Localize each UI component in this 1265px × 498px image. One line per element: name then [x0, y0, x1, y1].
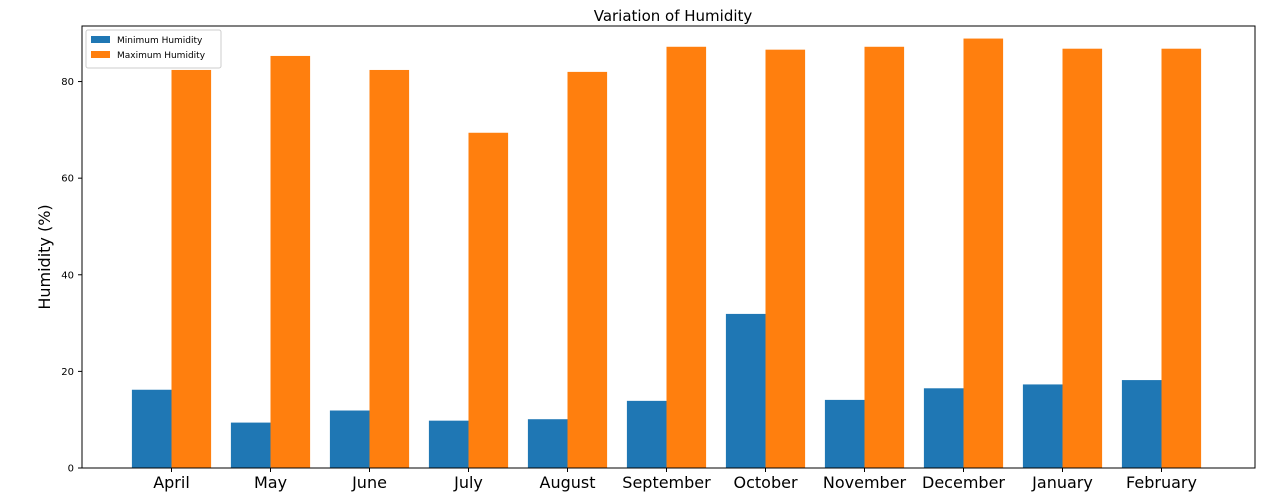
max-humidity-bar-august [567, 71, 608, 468]
legend-swatch [91, 51, 110, 58]
x-tick-label-april: April [153, 473, 190, 492]
legend-box [85, 29, 222, 69]
max-humidity-bar-february [1161, 48, 1202, 468]
max-humidity-bar-may [270, 55, 311, 468]
y-tick-label: 80 [61, 77, 74, 88]
legend-swatch [91, 36, 110, 43]
y-axis: 0 20 40 60 80 [61, 77, 82, 475]
x-tick-label-january: January [1031, 473, 1093, 492]
max-humidity-bar-july [468, 132, 509, 468]
min-humidity-bar-january [1022, 384, 1063, 468]
x-tick-label-november: November [823, 473, 907, 492]
max-humidity-bar-september [666, 46, 707, 469]
max-humidity-bar-april [171, 69, 212, 469]
min-humidity-bar-august [527, 419, 568, 468]
max-humidity-bar-june [369, 69, 410, 469]
max-humidity-bar-october [765, 49, 806, 468]
x-tick-label-february: February [1126, 473, 1197, 492]
x-tick-label-september: September [622, 473, 711, 492]
bars-layer [131, 38, 1202, 469]
min-humidity-bar-june [329, 410, 370, 468]
plot-frame [81, 25, 1256, 469]
min-humidity-bar-february [1121, 380, 1162, 468]
min-humidity-bar-april [131, 389, 172, 468]
max-humidity-bar-november [864, 46, 905, 469]
max-humidity-bar-january [1062, 48, 1103, 468]
min-humidity-bar-september [626, 400, 667, 468]
chart-title: Variation of Humidity [594, 7, 753, 25]
x-axis: April May June July August September October No… [153, 468, 1197, 492]
max-humidity-bar-december [963, 38, 1004, 468]
min-humidity-bar-october [725, 313, 766, 468]
min-humidity-bar-november [824, 399, 865, 468]
y-axis-label: Humidity (%) [35, 204, 54, 309]
x-tick-label-october: October [733, 473, 797, 492]
legend-label: Minimum Humidity [117, 36, 203, 46]
y-tick-label: 40 [61, 270, 74, 281]
x-tick-label-may: May [254, 473, 287, 492]
legend-label: Maximum Humidity [117, 51, 206, 61]
y-tick-label: 60 [61, 174, 74, 185]
legend: Minimum Humidity Maximum Humidity [85, 29, 222, 69]
y-tick-label: 0 [68, 464, 74, 475]
x-tick-label-june: June [351, 473, 387, 492]
y-tick-label: 20 [61, 367, 74, 378]
min-humidity-bar-july [428, 420, 469, 468]
min-humidity-bar-may [230, 422, 271, 468]
min-humidity-bar-december [923, 388, 964, 468]
x-tick-label-august: August [540, 473, 596, 492]
x-tick-label-december: December [922, 473, 1005, 492]
x-tick-label-july: July [453, 473, 483, 492]
